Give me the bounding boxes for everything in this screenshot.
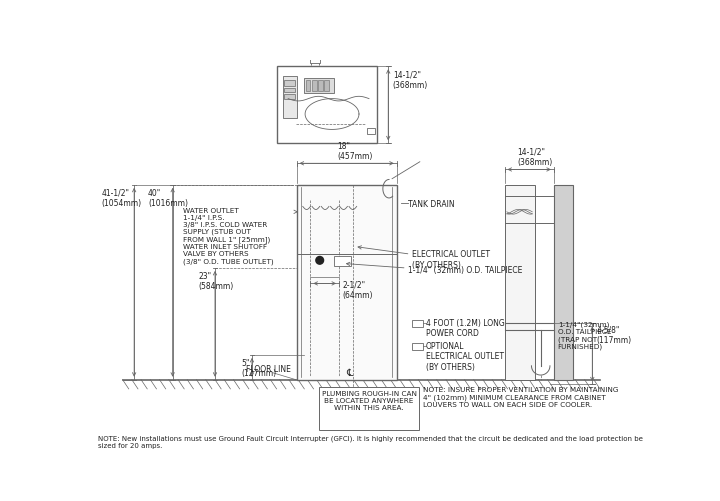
Text: ELECTRICAL OUTLET
(BY OTHERS): ELECTRICAL OUTLET (BY OTHERS): [412, 250, 490, 270]
Bar: [276, 66, 377, 143]
Bar: [333, 256, 351, 267]
Text: 23"
(584mm): 23" (584mm): [198, 272, 233, 291]
Text: 14-1/2"
(368mm): 14-1/2" (368mm): [393, 70, 428, 90]
Bar: [284, 80, 295, 86]
Text: OPTIONAL
ELECTRICAL OUTLET
(BY OTHERS): OPTIONAL ELECTRICAL OUTLET (BY OTHERS): [426, 342, 504, 372]
Text: 14-1/2"
(368mm): 14-1/2" (368mm): [518, 148, 553, 167]
Circle shape: [316, 257, 323, 264]
Text: TANK DRAIN: TANK DRAIN: [408, 200, 455, 209]
Text: 18"
(457mm): 18" (457mm): [338, 142, 373, 161]
Bar: [412, 343, 423, 350]
Text: FLOOR LINE: FLOOR LINE: [246, 365, 291, 374]
Bar: [284, 94, 295, 99]
Bar: [554, 185, 573, 380]
Text: WATER OUTLET
1-1/4" I.P.S.
3/8" I.P.S. COLD WATER
SUPPLY (STUB OUT
FROM WALL 1" : WATER OUTLET 1-1/4" I.P.S. 3/8" I.P.S. C…: [183, 208, 274, 265]
Bar: [284, 88, 295, 93]
Bar: [312, 80, 317, 91]
Text: 2-1/2"
(64mm): 2-1/2" (64mm): [343, 281, 373, 300]
Bar: [505, 185, 534, 380]
Bar: [283, 76, 297, 118]
Bar: [297, 185, 397, 380]
Bar: [304, 78, 334, 93]
Bar: [319, 387, 419, 430]
Text: 41-1/2"
(1054mm): 41-1/2" (1054mm): [102, 189, 142, 208]
Text: NOTE: INSURE PROPER VENTILATION BY MAINTAINING
4" (102mm) MINIMUM CLEARANCE FROM: NOTE: INSURE PROPER VENTILATION BY MAINT…: [423, 387, 618, 408]
Text: 5"
(127mm): 5" (127mm): [241, 359, 276, 378]
Text: 40"
(1016mm): 40" (1016mm): [148, 189, 188, 208]
Text: 1-1/4"(32mm)
O.D. TAILPIECE
(TRAP NOT
FURNISHED): 1-1/4"(32mm) O.D. TAILPIECE (TRAP NOT FU…: [558, 322, 611, 350]
Bar: [310, 57, 320, 63]
Text: NOTE: New installations must use Ground Fault Circuit Interrupter (GFCI). It is : NOTE: New installations must use Ground …: [98, 435, 643, 448]
Text: PLUMBING ROUGH-IN CAN
BE LOCATED ANYWHERE
WITHIN THIS AREA.: PLUMBING ROUGH-IN CAN BE LOCATED ANYWHER…: [322, 391, 416, 411]
Bar: [412, 320, 423, 327]
Bar: [324, 80, 329, 91]
Text: 4-5/8"
(117mm): 4-5/8" (117mm): [596, 326, 631, 345]
Bar: [318, 80, 323, 91]
Bar: [367, 128, 375, 134]
Text: 1-1/4" (32mm) O.D. TAILPIECE: 1-1/4" (32mm) O.D. TAILPIECE: [408, 266, 523, 275]
Bar: [306, 80, 310, 91]
Text: ℄: ℄: [346, 368, 353, 378]
Text: 4 FOOT (1.2M) LONG
POWER CORD: 4 FOOT (1.2M) LONG POWER CORD: [426, 319, 505, 338]
